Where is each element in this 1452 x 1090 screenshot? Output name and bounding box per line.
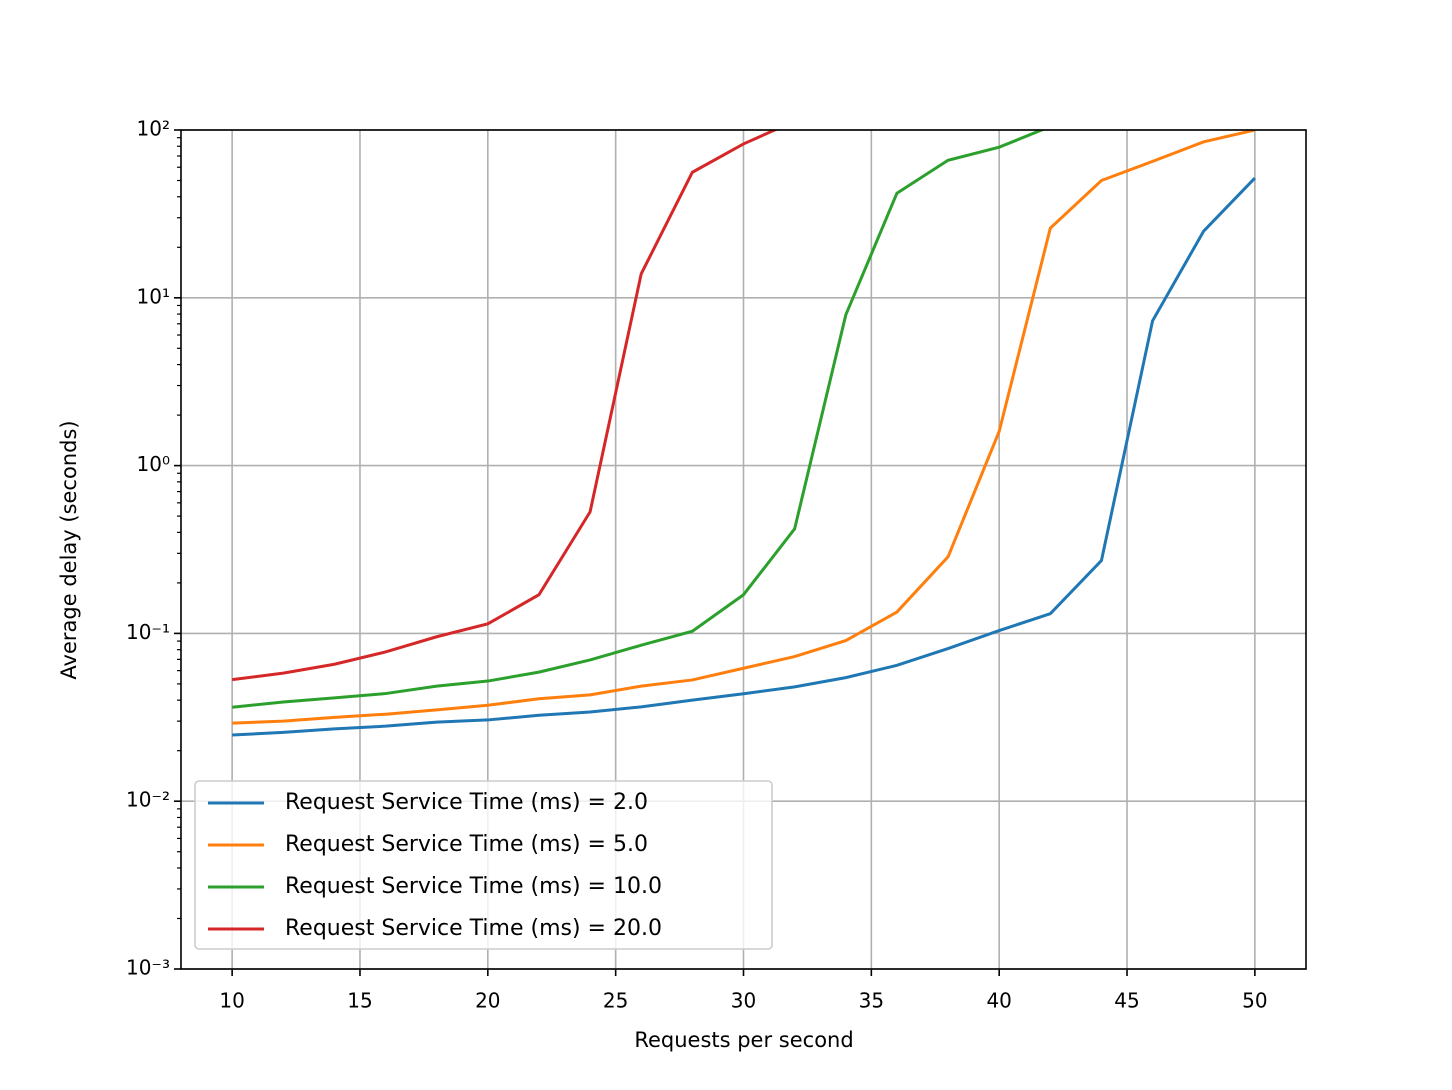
series-line [231, 130, 1046, 709]
x-tick-label: 40 [986, 989, 1011, 1013]
y-tick-label: 10⁻¹ [126, 620, 170, 644]
series-line [232, 130, 1256, 725]
legend-label: Request Service Time (ms) = 2.0 [285, 790, 648, 815]
x-tick-label: 20 [475, 989, 500, 1013]
y-axis-label: Average delay (seconds) [57, 420, 81, 679]
y-tick-label: 10⁻² [126, 788, 170, 812]
x-tick-label: 45 [1114, 989, 1139, 1013]
y-tick-label: 10² [137, 117, 170, 141]
y-tick-label: 10⁰ [137, 452, 170, 476]
x-tick-label: 10 [219, 989, 244, 1013]
legend-label: Request Service Time (ms) = 10.0 [285, 874, 662, 899]
plot-frame [180, 129, 1307, 970]
x-tick-label: 15 [347, 989, 372, 1013]
legend-label: Request Service Time (ms) = 5.0 [285, 832, 648, 857]
plot-lines [231, 130, 1256, 737]
series-line [231, 130, 779, 682]
x-tick-label: 25 [603, 989, 628, 1013]
x-axis-label: Requests per second [634, 1028, 853, 1052]
legend-label: Request Service Time (ms) = 20.0 [285, 916, 662, 941]
y-tick-label: 10⁻³ [126, 956, 170, 980]
x-tick-label: 35 [859, 989, 884, 1013]
legend-box [194, 780, 773, 950]
x-tick-label: 50 [1242, 989, 1267, 1013]
series-line [232, 177, 1256, 737]
x-tick-label: 30 [731, 989, 756, 1013]
y-tick-label: 10¹ [137, 284, 170, 308]
